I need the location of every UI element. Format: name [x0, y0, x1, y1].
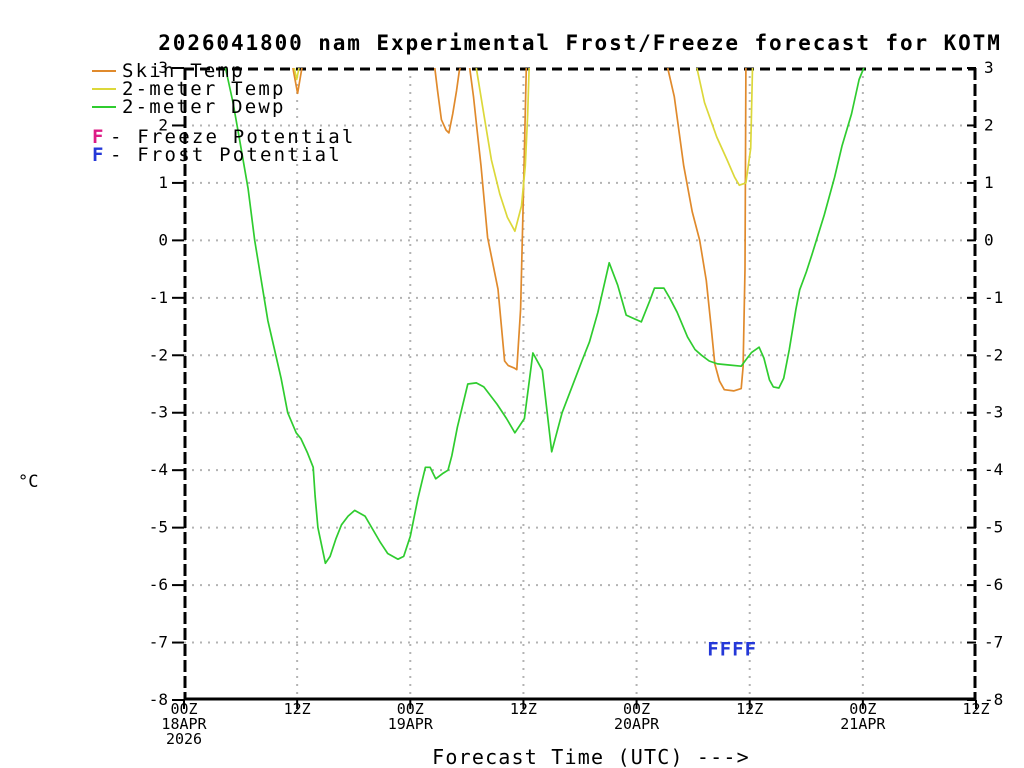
y-tick-label-right: 3 — [984, 58, 994, 77]
y-tick-label-left: 0 — [158, 230, 168, 249]
y-tick-label-right: -6 — [984, 575, 1003, 594]
frost-potential-markers: FFFF — [707, 638, 757, 660]
x-tick-label: 20APR — [614, 715, 660, 733]
y-tick-label-left: 2 — [158, 115, 168, 134]
y-tick-label-left: -2 — [149, 345, 168, 364]
x-tick-label: 00Z — [170, 700, 197, 718]
x-axis-label: Forecast Time (UTC) ---> — [432, 745, 750, 768]
y-axis-label: °C — [18, 472, 39, 492]
y-tick-label-left: 1 — [158, 173, 168, 192]
y-tick-label-right: 2 — [984, 115, 994, 134]
x-tick-label: 12Z — [510, 700, 537, 718]
y-tick-label-left: -4 — [149, 460, 168, 479]
skin-temp-line — [666, 67, 747, 392]
x-tick-label: 00Z — [849, 700, 876, 718]
y-tick-label-left: -7 — [149, 633, 168, 652]
x-tick-label: 2026 — [166, 730, 202, 748]
y-tick-label-left: -5 — [149, 518, 168, 537]
y-tick-label-left: -6 — [149, 575, 168, 594]
x-tick-label: 00Z — [623, 700, 650, 718]
skin-temp-line — [433, 67, 462, 134]
y-tick-label-left: -3 — [149, 403, 168, 422]
y-tick-label-right: 1 — [984, 173, 994, 192]
y-tick-label-right: 0 — [984, 230, 994, 249]
x-tick-label: 12Z — [962, 700, 989, 718]
y-tick-label-right: -3 — [984, 403, 1003, 422]
y-tick-label-right: -2 — [984, 345, 1003, 364]
y-tick-label-right: -8 — [984, 690, 1003, 709]
2-meter-temp-line — [293, 67, 300, 81]
y-tick-label-right: -4 — [984, 460, 1003, 479]
2-meter-dewp-line — [224, 67, 865, 565]
chart-title: 2026041800 nam Experimental Frost/Freeze… — [158, 31, 1002, 55]
y-tick-label-right: -7 — [984, 633, 1003, 652]
2-meter-temp-line — [475, 67, 530, 233]
skin-temp-line — [468, 67, 528, 371]
y-tick-label-right: -5 — [984, 518, 1003, 537]
skin-temp-line — [292, 67, 303, 95]
y-tick-label-right: -1 — [984, 288, 1003, 307]
x-tick-label: 19APR — [388, 715, 434, 733]
x-tick-label: 12Z — [736, 700, 763, 718]
y-tick-label-left: -1 — [149, 288, 168, 307]
y-tick-label-left: 3 — [158, 58, 168, 77]
x-tick-label: 18APR — [161, 715, 207, 733]
x-tick-label: 21APR — [840, 715, 886, 733]
2-meter-temp-line — [696, 67, 754, 187]
y-tick-label-left: -8 — [149, 690, 168, 709]
x-tick-label: 00Z — [397, 700, 424, 718]
x-tick-label: 12Z — [284, 700, 311, 718]
